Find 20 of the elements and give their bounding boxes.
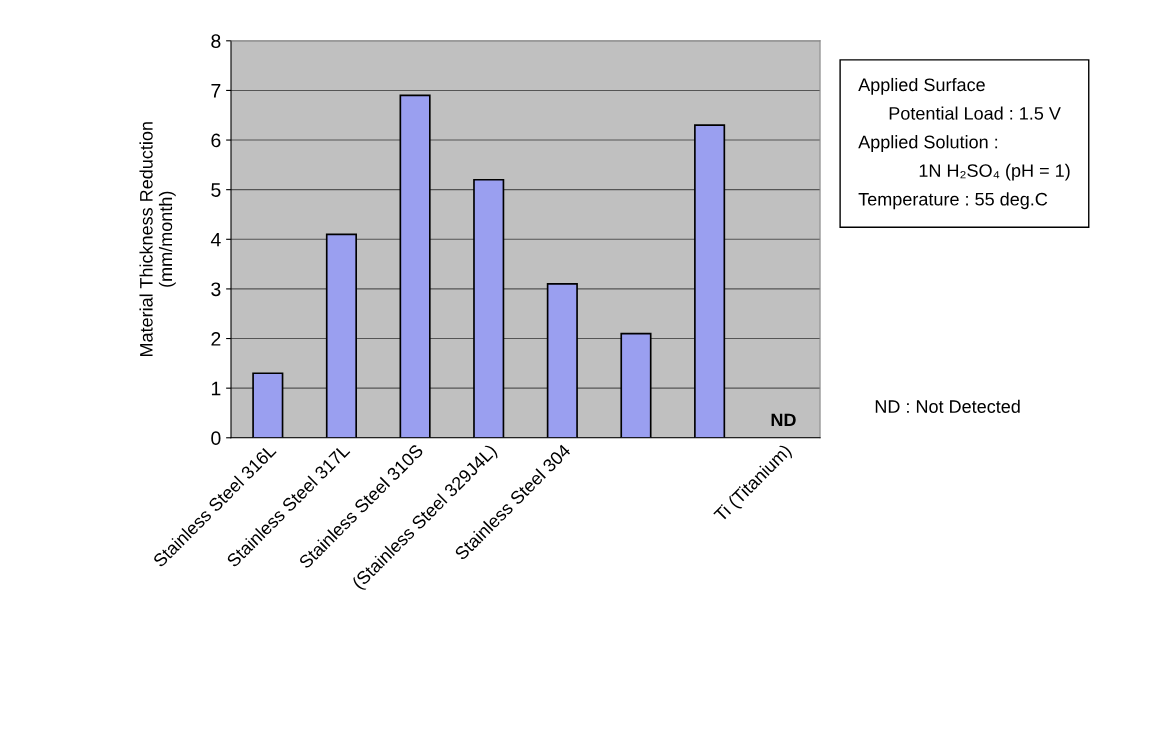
y-tick-label: 1 bbox=[211, 381, 221, 396]
bar bbox=[325, 233, 358, 438]
bar bbox=[546, 283, 578, 438]
text: ND : Not Detected bbox=[875, 399, 1020, 413]
annotation: ND bbox=[771, 413, 796, 427]
bar bbox=[694, 124, 726, 438]
bar bbox=[620, 332, 652, 438]
y-axis-title: Material Thickness Reduction (mm/month) bbox=[139, 122, 176, 357]
y-tick-label: 6 bbox=[211, 133, 221, 148]
text: Applied Surface Potential Load : 1.5 V Applied Solution : 1N H₂SO₄ (pH = 1) Temperature : 55 deg.C bbox=[858, 77, 1070, 210]
bar bbox=[399, 94, 431, 438]
y-tick-label: 2 bbox=[211, 332, 221, 346]
y-tick-label: 0 bbox=[211, 431, 221, 446]
y-tick-label: 8 bbox=[211, 34, 221, 49]
y-tick-label: 7 bbox=[211, 84, 221, 98]
y-tick-label: 3 bbox=[211, 282, 221, 297]
y-tick-label: 5 bbox=[211, 183, 221, 197]
bar bbox=[473, 178, 505, 438]
y-tick-label: 4 bbox=[210, 232, 221, 247]
bar bbox=[252, 372, 284, 438]
